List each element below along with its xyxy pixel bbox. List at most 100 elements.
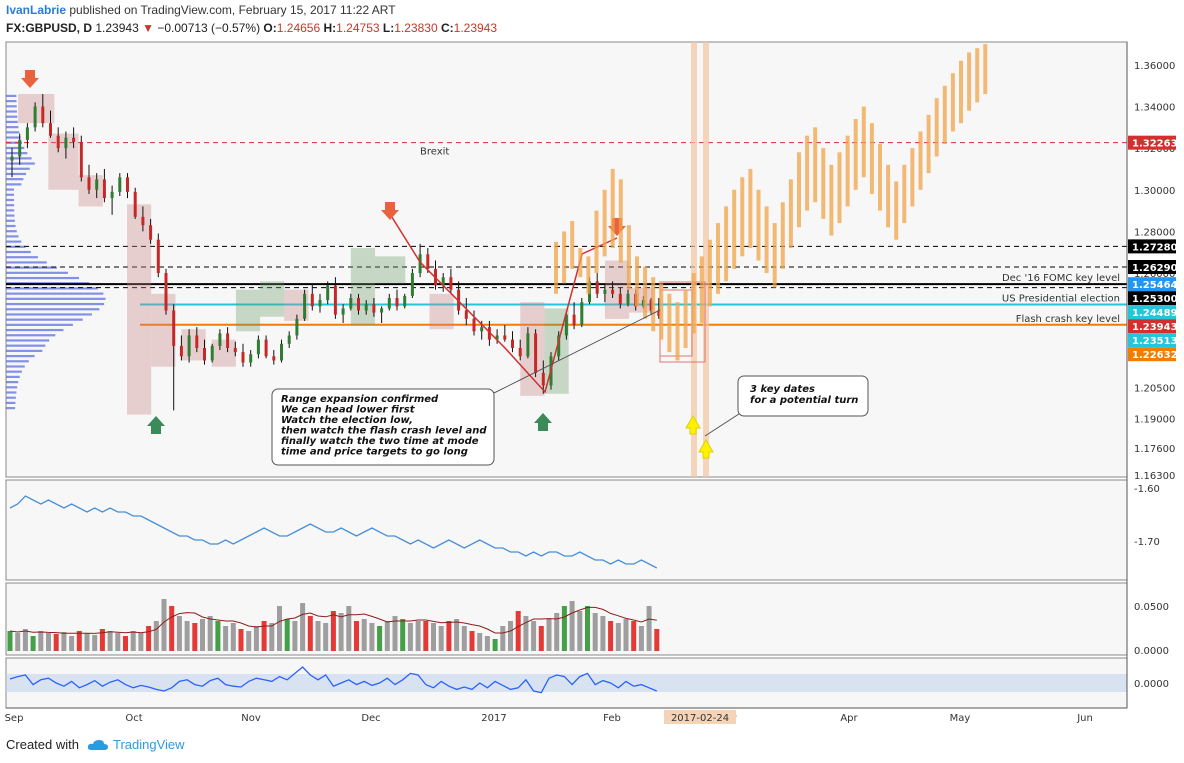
volume-bar	[246, 631, 252, 651]
callout-box	[271, 388, 495, 466]
volume-bar	[431, 623, 436, 651]
profile-bar	[6, 172, 27, 176]
candle-body	[179, 345, 183, 357]
volume-bar	[500, 626, 506, 651]
candle-body	[541, 372, 545, 386]
created-with-text: Created with	[6, 737, 79, 752]
candle-body	[395, 298, 399, 307]
price-tick-label: 1.28000	[1134, 227, 1175, 238]
profile-bar	[6, 370, 22, 373]
volume-bar	[546, 619, 552, 651]
projection-bars	[554, 44, 988, 361]
candle-body	[626, 293, 630, 305]
volume-bar	[169, 606, 175, 651]
volume-bar	[200, 619, 205, 651]
main-pane	[5, 41, 1128, 478]
volume-bar	[346, 606, 352, 651]
projection-bar	[740, 177, 745, 257]
highlight-date-label: 2017-02-24	[671, 713, 729, 724]
candle-body	[164, 273, 168, 311]
projection-bar	[764, 206, 769, 274]
range-box	[211, 339, 236, 367]
price-label-text: 1.23513	[1132, 336, 1178, 347]
key-level-label: Dec '16 FOMC key level	[1002, 273, 1120, 284]
projection-bar	[869, 123, 874, 194]
price-tick-label: 1.19000	[1134, 415, 1175, 426]
profile-bar	[6, 188, 15, 191]
volume-bar	[300, 603, 306, 651]
candle-body	[79, 141, 83, 178]
volume-bar	[138, 633, 144, 651]
volume-bar	[184, 621, 190, 651]
candle-body	[203, 347, 206, 361]
volume-bar	[61, 632, 67, 651]
price-tick-label: 1.17600	[1134, 444, 1175, 455]
profile-bar	[6, 198, 15, 202]
profile-bar	[6, 131, 20, 134]
projection-bar	[554, 241, 558, 294]
key-date-arrow	[685, 415, 701, 435]
callout-text: then watch the flash crash level and	[281, 426, 487, 437]
projection-bar	[651, 277, 656, 332]
price-label-box	[1128, 239, 1176, 254]
volume-bar	[7, 631, 13, 651]
key-date-lines	[685, 42, 714, 477]
projection-bar	[562, 231, 567, 284]
time-tick-label: Sep	[5, 713, 24, 724]
volume-bar	[161, 599, 167, 651]
date-highlight	[664, 710, 736, 724]
profile-bar	[6, 407, 16, 410]
volume-bar	[654, 629, 660, 651]
profile-bar	[6, 360, 29, 363]
price-label-box	[1128, 319, 1176, 334]
author-name[interactable]: IvanLabrie	[6, 3, 67, 17]
profile-bar	[6, 183, 22, 186]
range-box	[151, 293, 176, 367]
candle-body	[172, 310, 176, 346]
profile-bar	[6, 334, 56, 337]
candle-body	[141, 216, 145, 226]
volume-bar	[53, 634, 59, 651]
publish-text: published on TradingView.com, February 1…	[69, 3, 396, 17]
projection-bar	[942, 85, 947, 144]
profile-bar	[6, 94, 17, 98]
candle-body	[557, 335, 561, 357]
cloud-icon	[87, 739, 108, 750]
volume-bar	[638, 626, 644, 651]
price-label-text: 1.27280	[1132, 242, 1178, 253]
volume-bar	[130, 631, 136, 651]
projection-bar	[975, 48, 980, 103]
time-tick-label: May	[950, 713, 971, 724]
volume-bar	[554, 613, 560, 651]
profile-bar	[6, 339, 50, 342]
candle-body	[249, 354, 253, 363]
profile-bar	[6, 235, 19, 238]
projection-bar	[902, 164, 907, 224]
candle-body	[357, 298, 360, 311]
candle-body	[241, 352, 245, 363]
profile-bar	[6, 266, 57, 269]
candle-body	[649, 300, 653, 311]
indicator-panes	[7, 495, 660, 694]
profile-bar	[6, 224, 16, 228]
publish-info: IvanLabrie published on TradingView.com,…	[6, 2, 396, 18]
volume-bar	[423, 621, 429, 651]
key-date-band	[691, 42, 697, 477]
candle-body	[272, 356, 276, 361]
profile-bar	[6, 146, 25, 150]
projection-bar	[861, 106, 866, 178]
candle-body	[480, 327, 484, 332]
candle-body	[318, 300, 322, 307]
candle-body	[572, 314, 576, 326]
profile-bar	[6, 323, 73, 326]
projection-bar	[845, 135, 850, 207]
high-value: 1.24753	[336, 21, 380, 35]
projection-bar	[926, 114, 931, 174]
symbol-info-bar: FX:GBPUSD, D 1.23943 ▼ −0.00713 (−0.57%)…	[6, 21, 497, 35]
tradingview-logo[interactable]: TradingView	[87, 737, 185, 752]
candle-body	[210, 345, 214, 361]
profile-bar	[6, 302, 105, 306]
key-level-label: Flash crash key level	[1016, 314, 1120, 325]
projection-bar	[813, 127, 818, 203]
